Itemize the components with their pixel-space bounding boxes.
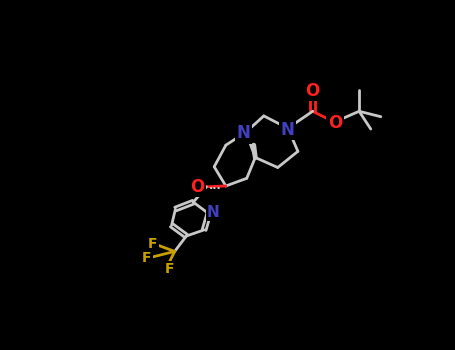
- Text: N: N: [237, 124, 251, 142]
- Text: N: N: [281, 121, 295, 139]
- Text: O: O: [328, 114, 342, 132]
- Text: F: F: [165, 262, 174, 276]
- Text: ...: ...: [209, 181, 222, 191]
- Text: O: O: [190, 178, 204, 196]
- Text: F: F: [148, 237, 158, 251]
- Text: N: N: [207, 205, 220, 220]
- Text: O: O: [305, 82, 320, 99]
- Text: F: F: [142, 251, 152, 265]
